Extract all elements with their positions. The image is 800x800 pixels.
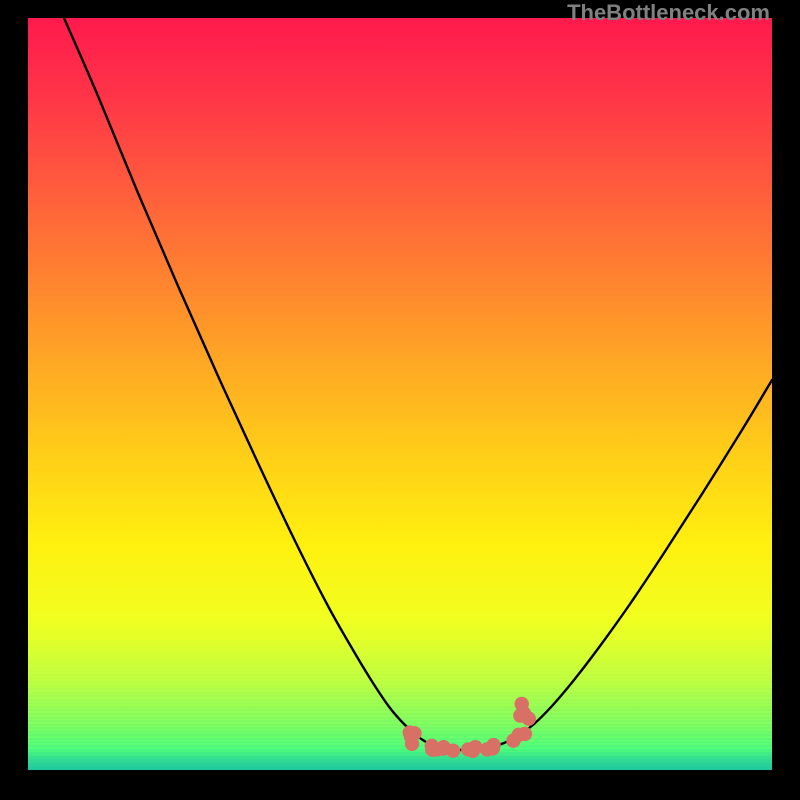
- plot-frame: [772, 0, 800, 800]
- curve-marker: [486, 738, 500, 752]
- plot-frame: [0, 0, 28, 800]
- curve-marker: [518, 727, 532, 741]
- curve-marker: [515, 697, 529, 711]
- curve-marker: [466, 744, 480, 758]
- curve-marker: [405, 737, 419, 751]
- watermark-text: TheBottleneck.com: [567, 0, 770, 26]
- plot-frame: [0, 770, 800, 800]
- plot-area: [28, 18, 772, 770]
- curve-markers: [28, 18, 772, 770]
- curve-marker: [436, 742, 450, 756]
